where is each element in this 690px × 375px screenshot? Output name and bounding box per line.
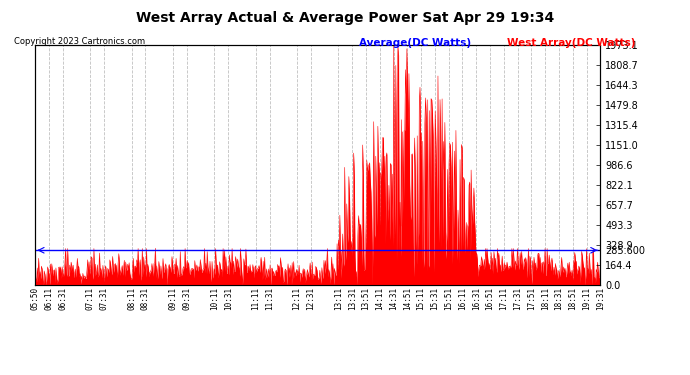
Text: West Array Actual & Average Power Sat Apr 29 19:34: West Array Actual & Average Power Sat Ap…	[136, 11, 554, 25]
Text: Average(DC Watts): Average(DC Watts)	[359, 38, 471, 48]
Text: Copyright 2023 Cartronics.com: Copyright 2023 Cartronics.com	[14, 38, 145, 46]
Text: West Array(DC Watts): West Array(DC Watts)	[507, 38, 635, 48]
